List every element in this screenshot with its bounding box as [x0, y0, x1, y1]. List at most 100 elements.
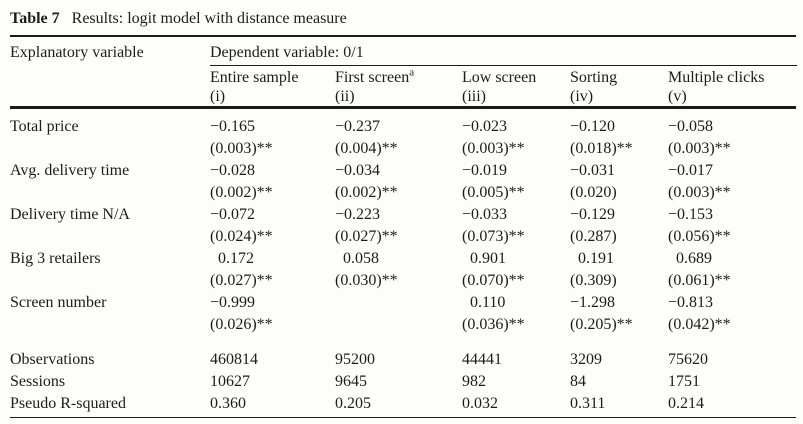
- header-row-1: Explanatory variable Dependent variable:…: [10, 40, 797, 66]
- column-header-entire-sample: Entire sample (i): [210, 66, 335, 106]
- column-number: (ii): [335, 87, 355, 105]
- coef-cell: 0.689 (0.061)**: [668, 248, 797, 292]
- std-error: (0.003)**: [462, 139, 525, 157]
- coef-cell: 0.172 (0.027)**: [210, 248, 335, 292]
- column-number: (i): [210, 87, 226, 105]
- coefficient: 0.058: [335, 249, 379, 267]
- coefficient: −0.129: [570, 205, 616, 223]
- stat-value: 0.360: [210, 394, 246, 412]
- coefficient: −0.023: [462, 117, 508, 135]
- column-name: Sorting: [570, 68, 618, 86]
- coef-cell: −0.120 (0.018)**: [570, 109, 668, 160]
- std-error: (0.205)**: [570, 315, 633, 333]
- coef-cell: 0.110 (0.036)**: [462, 292, 570, 336]
- header-separator-rule: [10, 105, 796, 109]
- row-label: Pseudo R-squared: [10, 394, 126, 412]
- coef-cell: −0.031 (0.020): [570, 160, 668, 204]
- coef-cell: [335, 292, 462, 336]
- coef-cell: −0.028 (0.002)**: [210, 160, 335, 204]
- table-row-pseudo-r-squared: Pseudo R-squared 0.360 0.205 0.032 0.311…: [10, 393, 797, 415]
- column-name: Multiple clicks: [668, 68, 765, 86]
- row-label: Sessions: [10, 372, 66, 390]
- table-row-screen-number: Screen number −0.999 (0.026)** 0.110 (0.…: [10, 292, 797, 336]
- coefficient: −0.072: [210, 205, 256, 223]
- table-row-total-price: Total price −0.165 (0.003)** −0.237 (0.0…: [10, 109, 797, 160]
- std-error: (0.287): [570, 227, 617, 245]
- coef-cell: −0.072 (0.024)**: [210, 204, 335, 248]
- coef-cell: −0.017 (0.003)**: [668, 160, 797, 204]
- std-error: (0.002)**: [335, 183, 398, 201]
- coefficient: −1.298: [570, 293, 616, 311]
- coefficient: −0.223: [335, 205, 381, 223]
- coef-cell: −0.019 (0.005)**: [462, 160, 570, 204]
- std-error: (0.061)**: [668, 271, 731, 289]
- coefficient: −0.031: [570, 161, 616, 179]
- coef-cell: −0.237 (0.004)**: [335, 109, 462, 160]
- coefficient: −0.034: [335, 161, 381, 179]
- coefficient: 0.191: [570, 249, 614, 267]
- coefficient: 0.172: [210, 249, 254, 267]
- coef-cell: −0.129 (0.287): [570, 204, 668, 248]
- stat-value: 460814: [210, 350, 258, 368]
- stat-value: 1751: [668, 372, 700, 390]
- coef-cell: −0.058 (0.003)**: [668, 109, 797, 160]
- coefficient: −0.017: [668, 161, 714, 179]
- stat-value: 10627: [210, 372, 250, 390]
- coefficient: 0.110: [462, 293, 506, 311]
- row-label: Big 3 retailers: [10, 249, 101, 267]
- std-error: (0.003)**: [668, 139, 731, 157]
- top-rule: [10, 35, 796, 37]
- coef-cell: −0.033 (0.073)**: [462, 204, 570, 248]
- std-error: (0.002)**: [210, 183, 273, 201]
- coef-cell: −0.165 (0.003)**: [210, 109, 335, 160]
- coef-cell: −0.153 (0.056)**: [668, 204, 797, 248]
- coef-cell: 0.058 (0.030)**: [335, 248, 462, 292]
- stat-value: 44441: [462, 350, 502, 368]
- row-label: Observations: [10, 350, 95, 368]
- coef-cell: 0.901 (0.070)**: [462, 248, 570, 292]
- coefficient: −0.153: [668, 205, 714, 223]
- stat-value: 75620: [668, 350, 708, 368]
- coefficient: −0.058: [668, 117, 714, 135]
- coefficient: −0.019: [462, 161, 508, 179]
- std-error: (0.030)**: [335, 271, 398, 289]
- table-row-delivery-time-na: Delivery time N/A −0.072 (0.024)** −0.22…: [10, 204, 797, 248]
- std-error: (0.042)**: [668, 315, 731, 333]
- coef-cell: −0.023 (0.003)**: [462, 109, 570, 160]
- column-number: (iii): [462, 87, 486, 105]
- column-header-first-screen: First screena (ii): [335, 66, 462, 106]
- table-row-observations: Observations 460814 95200 44441 3209 756…: [10, 349, 797, 371]
- coef-cell: −1.298 (0.205)**: [570, 292, 668, 336]
- coef-cell: −0.999 (0.026)**: [210, 292, 335, 336]
- table-number: Table 7: [10, 10, 60, 27]
- stat-value: 9645: [335, 372, 367, 390]
- std-error: (0.018)**: [570, 139, 633, 157]
- column-name: Entire sample: [210, 68, 299, 86]
- explanatory-variable-header: Explanatory variable: [10, 43, 144, 61]
- coefficient: −0.120: [570, 117, 616, 135]
- stat-value: 0.214: [668, 394, 704, 412]
- row-label: Avg. delivery time: [10, 161, 130, 179]
- stat-value: 95200: [335, 350, 375, 368]
- std-error: (0.003)**: [210, 139, 273, 157]
- table-row-sessions: Sessions 10627 9645 982 84 1751: [10, 371, 797, 393]
- std-error: (0.027)**: [335, 227, 398, 245]
- std-error: (0.005)**: [462, 183, 525, 201]
- coef-cell: −0.223 (0.027)**: [335, 204, 462, 248]
- stat-value: 84: [570, 372, 586, 390]
- table-row-avg-delivery-time: Avg. delivery time −0.028 (0.002)** −0.0…: [10, 160, 797, 204]
- coefficient: −0.028: [210, 161, 256, 179]
- bottom-rule: [10, 416, 796, 418]
- column-header-multiple-clicks: Multiple clicks (v): [668, 66, 797, 106]
- row-label: Total price: [10, 117, 79, 135]
- coefficient: 0.901: [462, 249, 506, 267]
- std-error: (0.026)**: [210, 315, 273, 333]
- stat-value: 3209: [570, 350, 602, 368]
- table-title: Results: logit model with distance measu…: [71, 10, 347, 27]
- std-error: (0.036)**: [462, 315, 525, 333]
- stat-value: 0.032: [462, 394, 498, 412]
- column-header-sorting: Sorting (iv): [570, 66, 668, 106]
- coefficient: −0.999: [210, 293, 256, 311]
- std-error: (0.003)**: [668, 183, 731, 201]
- column-name: Low screen: [462, 68, 537, 86]
